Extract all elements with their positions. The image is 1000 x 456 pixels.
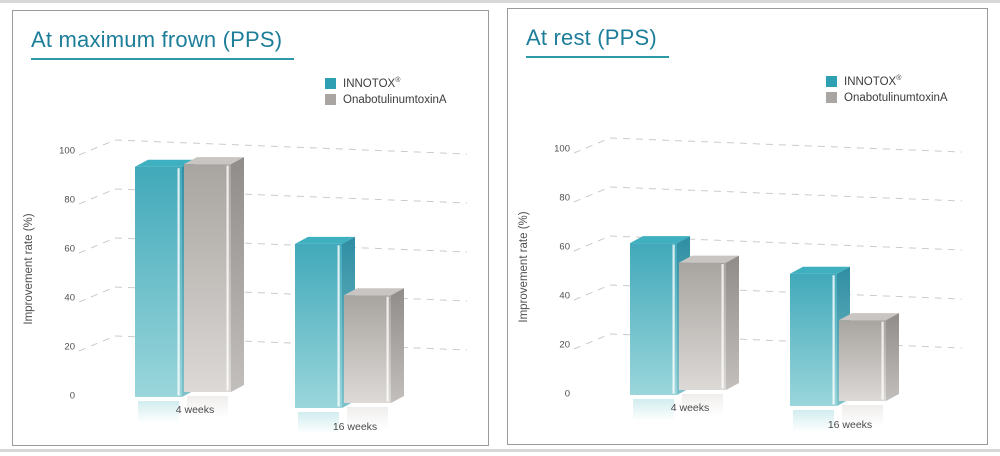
legend-label-onabotulinumtoxina: OnabotulinumtoxinA: [343, 94, 447, 106]
y-tick-label: 100: [59, 146, 75, 157]
y-tick-label: 40: [559, 291, 570, 302]
y-tick-label: 80: [64, 195, 75, 206]
legend-swatch-innotox: [325, 77, 336, 89]
legend-swatch-onabotulinumtoxina: [826, 92, 837, 104]
bar-top: [679, 255, 739, 263]
grid-line: [573, 235, 963, 252]
y-tick-label: 100: [554, 144, 570, 155]
bar-front: [630, 243, 677, 395]
bar-top: [790, 266, 850, 274]
grid-line: [573, 137, 963, 154]
x-category-label: 4 weeks: [176, 404, 215, 416]
legend-series-name: INNOTOX: [844, 75, 897, 88]
chart-title-at-rest: At rest (PPS): [526, 25, 669, 58]
grid-line: [573, 186, 963, 203]
bar-reflection: [138, 401, 179, 423]
legend-series-name: INNOTOX: [343, 77, 396, 90]
y-tick-label: 60: [64, 244, 75, 255]
legend-swatch-onabotulinumtoxina: [325, 94, 336, 106]
grid-line: [78, 139, 468, 156]
bar-highlight: [721, 264, 724, 389]
chart-legend: INNOTOX® OnabotulinumtoxinA: [325, 77, 447, 110]
y-axis-label: Improvement rate (%): [23, 213, 35, 324]
bar-top: [135, 159, 195, 167]
chart-legend: INNOTOX® OnabotulinumtoxinA: [826, 75, 948, 108]
bar-highlight: [226, 165, 229, 391]
y-tick-label: 20: [64, 342, 75, 353]
legend-item-onabotulinumtoxina: OnabotulinumtoxinA: [826, 92, 948, 104]
bar-reflection: [793, 410, 834, 432]
bar-highlight: [672, 244, 675, 394]
bar-top: [344, 288, 404, 296]
scan-edge-bottom: [0, 449, 1000, 452]
y-tick-label: 0: [565, 389, 570, 400]
bar-reflection: [633, 399, 674, 421]
bar-highlight: [177, 168, 180, 396]
bar-side: [391, 288, 404, 403]
bar-side: [886, 313, 899, 401]
bar-top: [295, 236, 355, 244]
scan-edge-top: [0, 0, 1000, 3]
bar-highlight: [337, 245, 340, 407]
legend-label-onabotulinumtoxina: OnabotulinumtoxinA: [844, 92, 948, 104]
bar-side: [231, 157, 244, 392]
bar-reflection: [347, 407, 388, 429]
x-category-label: 16 weeks: [828, 419, 872, 431]
x-category-label: 4 weeks: [671, 402, 710, 414]
grid-line: [78, 188, 468, 205]
legend-item-innotox: INNOTOX®: [826, 75, 948, 88]
legend-label-innotox: INNOTOX®: [844, 75, 901, 88]
bar-front: [295, 243, 342, 408]
y-tick-label: 60: [559, 242, 570, 253]
bar-front: [790, 273, 837, 406]
legend-label-innotox: INNOTOX®: [343, 77, 400, 90]
y-axis-label: Improvement rate (%): [518, 211, 530, 322]
bar-front: [184, 164, 231, 392]
x-category-label: 16 weeks: [333, 421, 377, 433]
legend-swatch-innotox: [826, 75, 837, 87]
chart-title-max-frown: At maximum frown (PPS): [31, 27, 295, 60]
y-tick-label: 0: [70, 391, 75, 402]
legend-series-name: OnabotulinumtoxinA: [844, 91, 948, 104]
bar-chart-max-frown: 0 20 40 60 80 100 Improvement rate (%) 4 weeks 1…: [23, 139, 468, 434]
chart-panel-max-frown: At maximum frown (PPS) INNOTOX® Onabotul…: [12, 10, 489, 446]
bar-front: [344, 295, 391, 403]
bar-top: [630, 236, 690, 244]
bar-reflection: [298, 412, 339, 434]
bar-side: [726, 255, 739, 390]
bar-top: [839, 313, 899, 321]
bar-front: [839, 320, 886, 401]
bar-highlight: [386, 296, 389, 402]
legend-item-onabotulinumtoxina: OnabotulinumtoxinA: [325, 94, 447, 106]
y-tick-label: 40: [64, 293, 75, 304]
bar-top: [184, 157, 244, 165]
legend-series-mark: ®: [896, 75, 902, 82]
y-tick-label: 80: [559, 193, 570, 204]
legend-item-innotox: INNOTOX®: [325, 77, 447, 90]
bar-reflection: [842, 405, 883, 427]
bar-front: [679, 262, 726, 390]
bar-reflection: [187, 396, 228, 418]
legend-series-mark: ®: [395, 77, 401, 84]
chart-panel-at-rest: At rest (PPS) INNOTOX® Onabotulinumtoxin…: [507, 8, 988, 445]
bar-chart-at-rest: 0 20 40 60 80 100 Improvement rate (%) 4 weeks 1…: [518, 137, 963, 432]
bar-highlight: [832, 275, 835, 405]
bar-highlight: [881, 321, 884, 400]
legend-series-name: OnabotulinumtoxinA: [343, 93, 447, 106]
bar-front: [135, 166, 182, 397]
y-tick-label: 20: [559, 340, 570, 351]
bar-reflection: [682, 394, 723, 416]
